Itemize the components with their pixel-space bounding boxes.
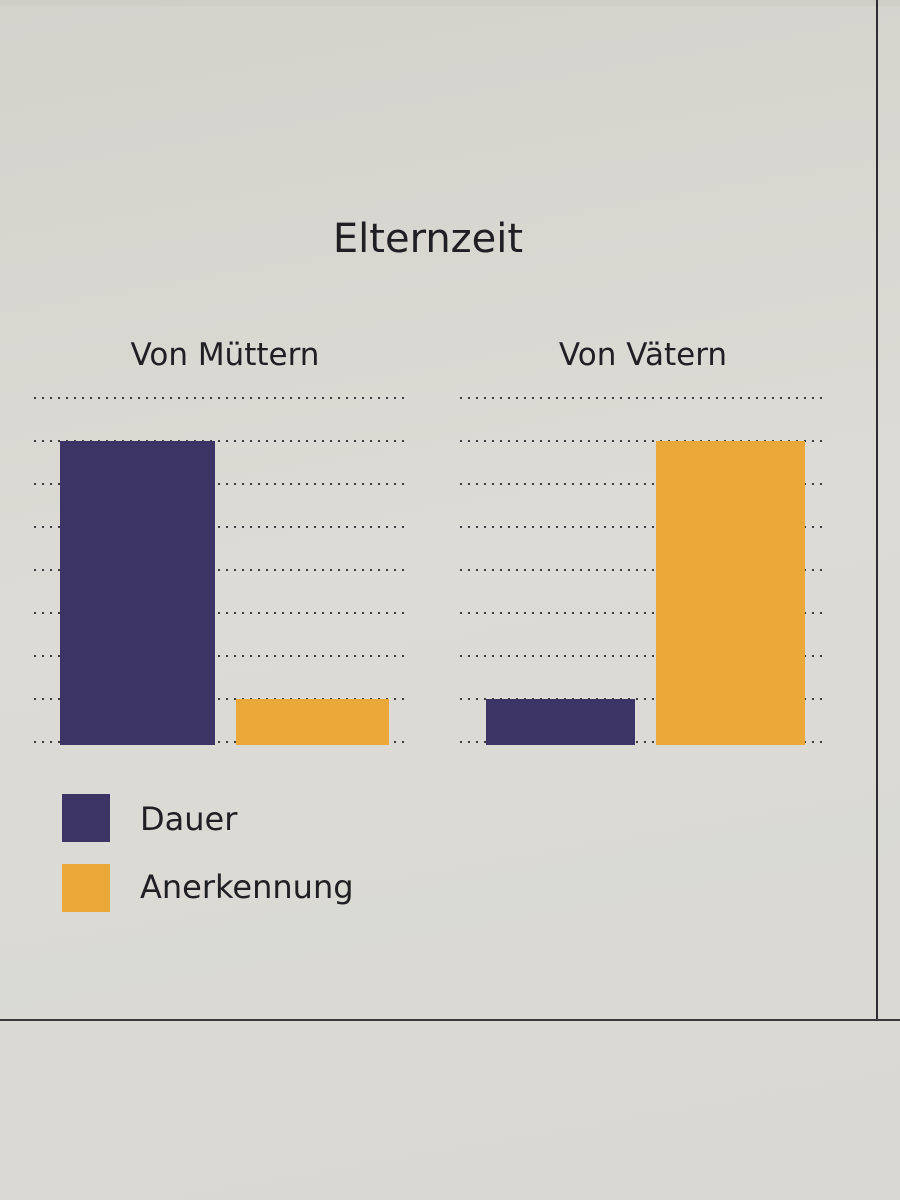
bar-0-dauer (60, 441, 215, 745)
bar-1-anerkennung (656, 441, 805, 745)
panel-title-von-muettern: Von Müttern (131, 337, 320, 373)
legend-label-anerkennung: Anerkennung (140, 868, 354, 906)
chart-title: Elternzeit (333, 216, 523, 262)
panel-title-von-vaetern: Von Vätern (559, 337, 727, 373)
paper-edge-line (876, 0, 878, 1020)
bar-0-anerkennung (236, 699, 389, 745)
top-page-strip (0, 0, 900, 6)
legend-swatch-anerkennung (62, 864, 110, 912)
legend-label-dauer: Dauer (140, 800, 238, 838)
bottom-divider-line (0, 1019, 900, 1021)
bar-1-dauer (486, 699, 635, 745)
legend-swatch-dauer (62, 794, 110, 842)
legend: Dauer Anerkennung (62, 794, 354, 912)
bars (60, 441, 805, 745)
